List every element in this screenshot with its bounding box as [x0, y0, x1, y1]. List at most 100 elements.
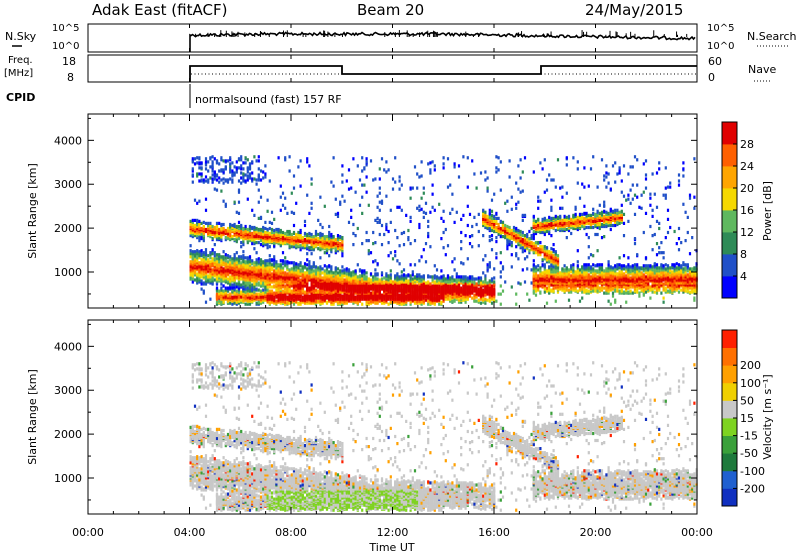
power-cell — [383, 299, 386, 303]
power-cell — [246, 178, 249, 182]
power-cell — [262, 283, 265, 287]
power-cell — [486, 283, 489, 287]
power-cell — [453, 287, 456, 291]
power-cell — [418, 208, 421, 212]
power-cell — [400, 286, 403, 290]
power-cell — [323, 291, 326, 295]
power-cell — [427, 162, 430, 166]
power-cell — [259, 278, 263, 282]
power-cell — [297, 296, 300, 300]
power-cell — [220, 269, 223, 273]
power-cell — [242, 167, 245, 171]
power-cell — [240, 257, 243, 261]
power-cell — [387, 168, 390, 172]
power-cell — [537, 195, 540, 199]
power-cell — [330, 238, 333, 242]
power-cell — [354, 190, 357, 194]
power-cell — [534, 219, 538, 223]
power-cell — [288, 268, 291, 272]
power-cell — [365, 301, 368, 305]
power-cell — [506, 235, 509, 239]
power-cell — [352, 288, 355, 292]
power-cell — [462, 285, 465, 289]
power-cell — [354, 295, 357, 299]
power-cell — [442, 156, 445, 160]
power-cell — [484, 210, 487, 214]
power-cell — [537, 247, 540, 251]
power-cell — [317, 237, 320, 241]
power-cell — [224, 295, 227, 299]
power-cell — [314, 299, 318, 303]
power-cell — [266, 259, 269, 263]
power-cell — [336, 271, 340, 275]
power-cell — [350, 292, 353, 296]
power-cell — [231, 161, 234, 165]
power-cell — [253, 275, 256, 279]
power-cell — [253, 242, 256, 246]
power-cell — [446, 185, 450, 189]
power-cell — [196, 156, 199, 160]
power-cell — [385, 279, 388, 283]
power-cell — [220, 286, 223, 290]
nsearch-label: N.Search — [747, 30, 797, 43]
power-cell — [218, 289, 221, 293]
power-cell — [299, 264, 302, 268]
power-cell — [218, 221, 221, 225]
power-cell — [323, 293, 326, 297]
power-cell — [209, 251, 212, 255]
power-cell — [189, 252, 192, 256]
power-cell — [345, 267, 348, 271]
power-cell — [460, 217, 463, 221]
power-cell — [444, 277, 447, 281]
power-cell — [209, 281, 212, 285]
power-cell — [369, 251, 373, 255]
power-cell — [235, 238, 238, 242]
power-cell — [517, 257, 520, 261]
power-cell — [416, 301, 419, 305]
power-cell — [290, 267, 293, 271]
power-cell — [319, 265, 322, 269]
power-cell — [246, 170, 249, 174]
power-cell — [471, 234, 474, 238]
power-cell — [517, 187, 520, 191]
power-cell — [453, 297, 456, 301]
power-cell — [317, 266, 320, 270]
power-cell — [495, 219, 498, 223]
power-cell — [347, 296, 351, 300]
power-cell — [198, 256, 201, 260]
power-cell — [268, 258, 271, 262]
power-cell — [292, 265, 296, 269]
power-cell — [350, 271, 353, 275]
power-cell — [220, 232, 223, 237]
power-cell — [297, 230, 300, 235]
power-cell — [411, 279, 414, 283]
power-cell — [383, 297, 386, 301]
power-cell — [189, 234, 192, 238]
power-cell — [251, 208, 254, 212]
power-cell — [312, 247, 315, 251]
power-cell — [400, 183, 403, 187]
power-cell — [482, 271, 485, 275]
power-cell — [499, 275, 502, 279]
power-cell — [295, 235, 298, 239]
power-cell — [202, 281, 205, 285]
power-cell — [532, 263, 535, 267]
power-cell — [488, 287, 491, 291]
power-cell — [231, 288, 234, 292]
power-cell — [319, 222, 322, 227]
power-cell — [466, 284, 469, 288]
power-cell — [229, 231, 232, 236]
power-cell — [479, 278, 483, 282]
power-cell — [341, 300, 344, 304]
power-cell — [248, 288, 252, 292]
power-cell — [200, 287, 203, 291]
power-cell — [490, 296, 494, 300]
power-cell — [442, 277, 445, 281]
power-cell — [486, 263, 489, 267]
power-cell — [442, 230, 445, 235]
power-cell — [224, 261, 227, 265]
power-cell — [191, 169, 194, 173]
power-cell — [257, 265, 260, 269]
power-cell — [218, 180, 221, 184]
power-cell — [255, 287, 258, 291]
